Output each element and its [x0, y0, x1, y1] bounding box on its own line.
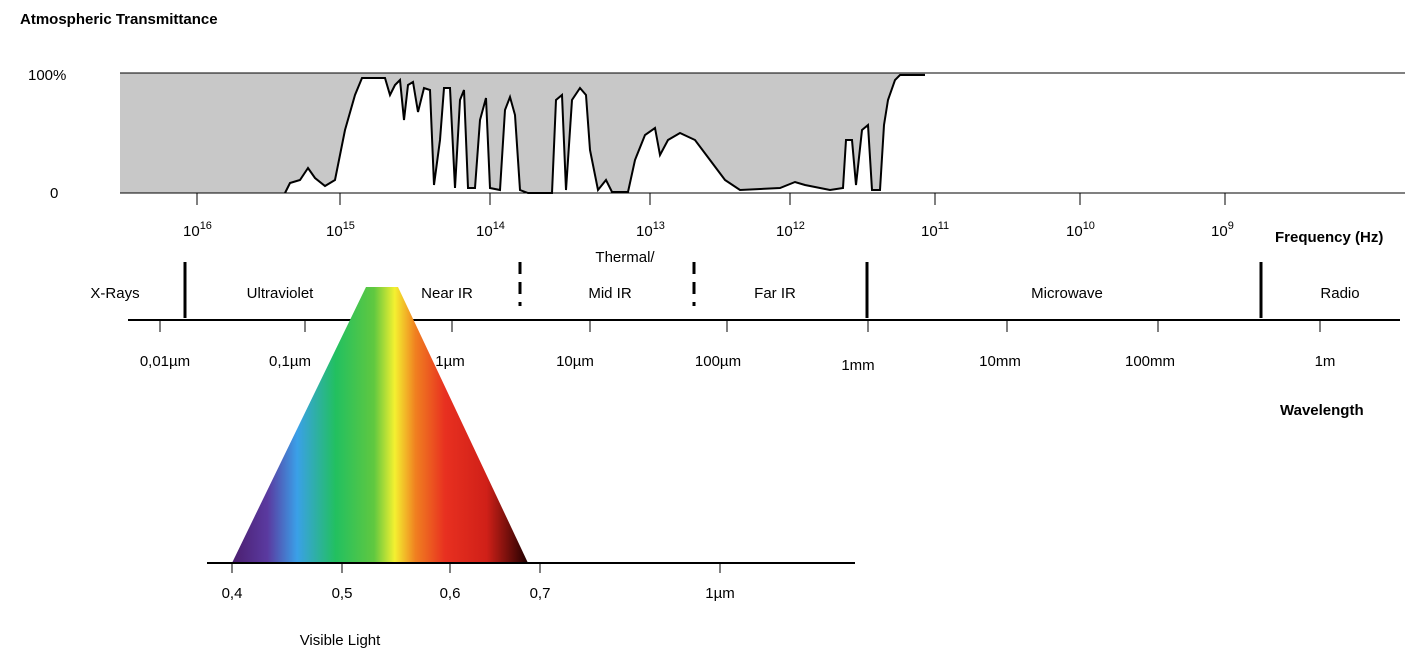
visible-tick: 0,6: [440, 585, 461, 602]
exponent: 10: [1083, 220, 1095, 232]
frequency-tick: 1011: [921, 220, 949, 240]
axis-label: 100%: [28, 67, 66, 84]
base: 10: [1211, 223, 1228, 240]
band-label: Thermal/: [595, 249, 655, 266]
visible-tick: 0,4: [222, 585, 243, 602]
wavelength-tick: 1µm: [435, 353, 464, 370]
band-label: Radio: [1320, 285, 1359, 302]
visible-tick: 0,5: [332, 585, 353, 602]
visible-spectrum: [232, 287, 528, 563]
band-label: Ultraviolet: [247, 285, 315, 302]
wavelength-tick: 1m: [1315, 353, 1336, 370]
wavelength-tick: 10mm: [979, 353, 1021, 370]
wavelength-tick: 100mm: [1125, 353, 1175, 370]
frequency-tick: 1010: [1066, 220, 1095, 240]
exponent: 12: [793, 220, 805, 232]
exponent: 13: [653, 220, 665, 232]
frequency-tick: 1012: [776, 220, 805, 240]
band-label: Far IR: [754, 285, 796, 302]
frequency-tick: 1013: [636, 220, 665, 240]
exponent: 11: [938, 220, 949, 232]
frequency-tick: 1014: [476, 220, 505, 240]
visible-label: Visible Light: [300, 632, 381, 649]
base: 10: [776, 223, 793, 240]
exponent: 15: [343, 220, 355, 232]
wavelength-tick: 0,01µm: [140, 353, 190, 370]
wavelength-tick: 0,1µm: [269, 353, 311, 370]
base: 10: [636, 223, 653, 240]
axis-label: 0: [50, 185, 58, 202]
absorption-area: [120, 73, 925, 193]
base: 10: [921, 223, 938, 240]
wavelength-tick: 1mm: [841, 357, 874, 374]
exponent: 14: [493, 220, 505, 232]
exponent: 16: [200, 220, 212, 232]
base: 10: [326, 223, 343, 240]
band-label: Near IR: [421, 285, 473, 302]
frequency-tick: 109: [1211, 220, 1234, 240]
title: Atmospheric Transmittance: [20, 11, 218, 28]
band-label: Microwave: [1031, 285, 1103, 302]
wavelength-tick: 10µm: [556, 353, 594, 370]
axis-title: Frequency (Hz): [1275, 229, 1383, 246]
base: 10: [1066, 223, 1083, 240]
frequency-tick: 1015: [326, 220, 355, 240]
band-separators: [183, 262, 1263, 318]
frequency-tick: 1016: [183, 220, 212, 240]
visible-tick: 0,7: [530, 585, 551, 602]
wavelength-tick: 100µm: [695, 353, 741, 370]
visible-tick: 1µm: [705, 585, 734, 602]
band-label: Mid IR: [588, 285, 632, 302]
base: 10: [183, 223, 200, 240]
base: 10: [476, 223, 493, 240]
axis-title: Wavelength: [1280, 402, 1364, 419]
exponent: 9: [1228, 220, 1234, 232]
band-label: X-Rays: [90, 285, 139, 302]
